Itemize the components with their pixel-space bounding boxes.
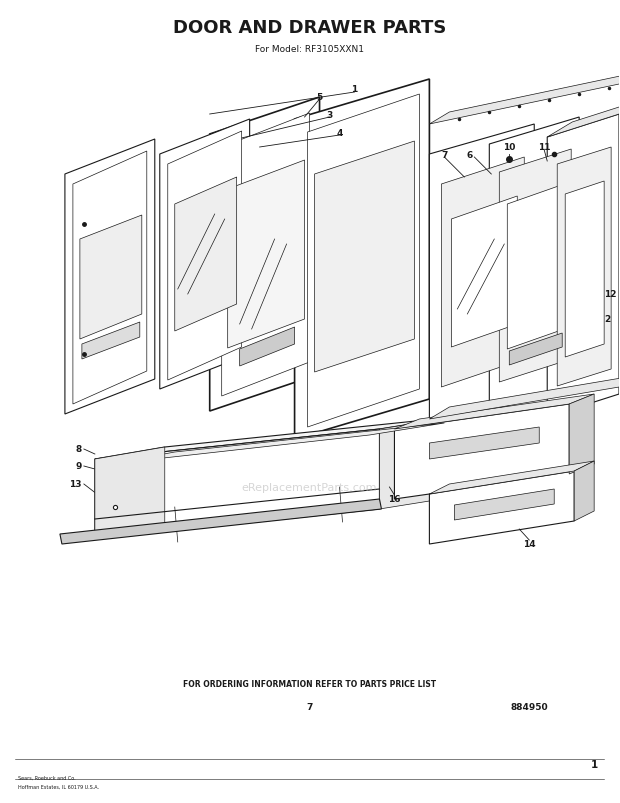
Polygon shape [489, 118, 579, 411]
Polygon shape [160, 120, 250, 389]
Polygon shape [430, 376, 620, 419]
Polygon shape [60, 499, 381, 544]
Polygon shape [110, 423, 445, 464]
Text: 14: 14 [523, 540, 536, 548]
Polygon shape [80, 216, 142, 340]
Polygon shape [499, 150, 571, 382]
Polygon shape [565, 181, 604, 357]
Polygon shape [430, 427, 539, 459]
Text: Sears, Roebuck and Co.: Sears, Roebuck and Co. [18, 775, 76, 780]
Polygon shape [547, 100, 620, 138]
Text: eReplacementParts.com: eReplacementParts.com [242, 483, 378, 492]
Polygon shape [430, 462, 594, 495]
Text: For Model: RF3105XXN1: For Model: RF3105XXN1 [255, 46, 364, 55]
Text: 6: 6 [466, 150, 472, 159]
Text: DOOR AND DRAWER PARTS: DOOR AND DRAWER PARTS [173, 19, 446, 37]
Polygon shape [507, 185, 564, 349]
Text: 7: 7 [306, 703, 312, 711]
Text: 5: 5 [316, 92, 322, 101]
Text: 12: 12 [604, 290, 617, 300]
Polygon shape [95, 418, 454, 459]
Polygon shape [210, 98, 319, 411]
Polygon shape [294, 80, 430, 439]
Text: 3: 3 [326, 110, 333, 120]
Polygon shape [557, 148, 611, 386]
Text: FOR ORDERING INFORMATION REFER TO PARTS PRICE LIST: FOR ORDERING INFORMATION REFER TO PARTS … [183, 679, 436, 689]
Polygon shape [394, 394, 594, 430]
Text: 8: 8 [76, 445, 82, 454]
Text: 13: 13 [69, 480, 82, 489]
Text: 2: 2 [604, 315, 611, 324]
Polygon shape [308, 95, 419, 427]
Polygon shape [222, 114, 309, 397]
Text: 1: 1 [590, 759, 598, 769]
Polygon shape [82, 323, 140, 360]
Text: 9: 9 [76, 462, 82, 471]
Polygon shape [314, 142, 414, 373]
Polygon shape [454, 489, 554, 520]
Polygon shape [441, 158, 525, 388]
Polygon shape [619, 100, 620, 394]
Polygon shape [574, 462, 594, 521]
Polygon shape [547, 115, 619, 418]
Polygon shape [430, 471, 574, 544]
Text: 10: 10 [503, 143, 515, 153]
Polygon shape [430, 73, 620, 124]
Text: 4: 4 [336, 128, 343, 137]
Polygon shape [379, 418, 454, 509]
Polygon shape [73, 152, 147, 405]
Polygon shape [394, 405, 569, 499]
Polygon shape [451, 197, 517, 348]
Polygon shape [95, 447, 165, 540]
Text: Hoffman Estates, IL 60179 U.S.A.: Hoffman Estates, IL 60179 U.S.A. [18, 784, 99, 789]
Polygon shape [509, 333, 562, 365]
Text: 1: 1 [352, 85, 358, 95]
Polygon shape [430, 124, 534, 419]
Polygon shape [240, 328, 294, 366]
Polygon shape [168, 132, 242, 381]
Polygon shape [175, 177, 237, 332]
Polygon shape [95, 430, 379, 540]
Text: 11: 11 [538, 143, 551, 153]
Polygon shape [228, 161, 304, 349]
Polygon shape [65, 140, 155, 414]
Text: 884950: 884950 [510, 703, 548, 711]
Text: 7: 7 [441, 150, 448, 159]
Polygon shape [569, 394, 594, 475]
Text: 16: 16 [388, 495, 401, 503]
